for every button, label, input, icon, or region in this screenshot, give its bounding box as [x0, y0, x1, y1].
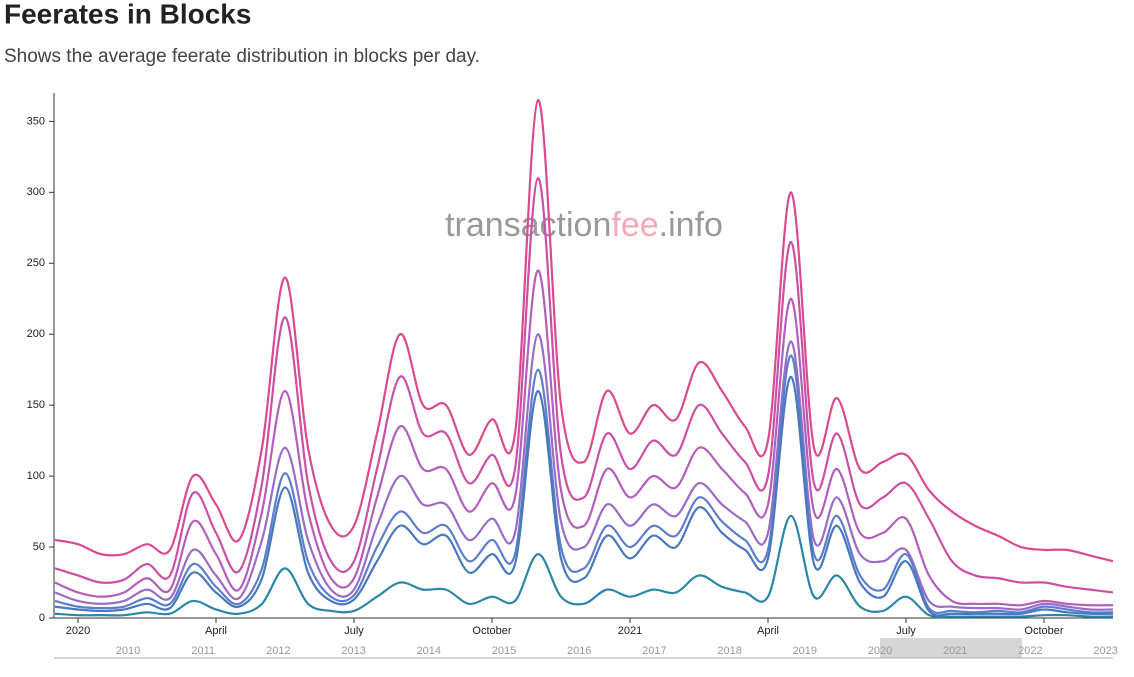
navigator-label: 2021 — [943, 645, 967, 657]
y-tick-label: 150 — [27, 399, 45, 411]
navigator-label: 2012 — [266, 645, 290, 657]
x-tick-label: October — [472, 625, 511, 637]
watermark-part: .info — [659, 206, 723, 244]
series-line — [54, 375, 1114, 617]
navigator-label: 2011 — [191, 645, 215, 657]
navigator-label: 2020 — [868, 645, 892, 657]
navigator-range[interactable] — [880, 638, 1022, 658]
navigator-label: 2014 — [417, 645, 441, 657]
y-tick-label: 50 — [33, 541, 45, 553]
x-tick-label: October — [1024, 625, 1063, 637]
series-line — [54, 333, 1114, 611]
x-tick-label: April — [757, 625, 779, 637]
y-tick-label: 200 — [27, 328, 45, 340]
navigator-label: 2019 — [793, 645, 817, 657]
series-line — [54, 354, 1114, 615]
x-tick-label: July — [344, 625, 364, 637]
navigator-label: 2016 — [567, 645, 591, 657]
series-line — [54, 98, 1114, 563]
chart-subtitle: Shows the average feerate distribution i… — [4, 46, 480, 67]
y-tick-label: 350 — [27, 115, 45, 127]
x-tick-label: April — [205, 625, 227, 637]
navigator-label: 2023 — [1093, 645, 1117, 657]
chart-title: Feerates in Blocks — [4, 0, 251, 29]
y-tick-label: 0 — [39, 612, 45, 624]
y-tick-label: 100 — [27, 470, 45, 482]
y-tick-label: 300 — [27, 186, 45, 198]
x-tick-label: July — [896, 625, 916, 637]
watermark-part: fee — [611, 206, 658, 244]
x-tick-label: 2021 — [618, 625, 642, 637]
watermark: transactionfee.info — [445, 206, 723, 244]
navigator-label: 2017 — [642, 645, 666, 657]
series-line — [54, 177, 1114, 594]
navigator-label: 2018 — [717, 645, 741, 657]
series-line — [54, 514, 1114, 619]
navigator-label: 2013 — [341, 645, 365, 657]
navigator-label: 2022 — [1018, 645, 1042, 657]
x-tick-label: 2020 — [66, 625, 90, 637]
y-tick-label: 250 — [27, 257, 45, 269]
navigator-label: 2015 — [492, 645, 516, 657]
series-line — [54, 269, 1114, 607]
navigator-label: 2010 — [116, 645, 140, 657]
